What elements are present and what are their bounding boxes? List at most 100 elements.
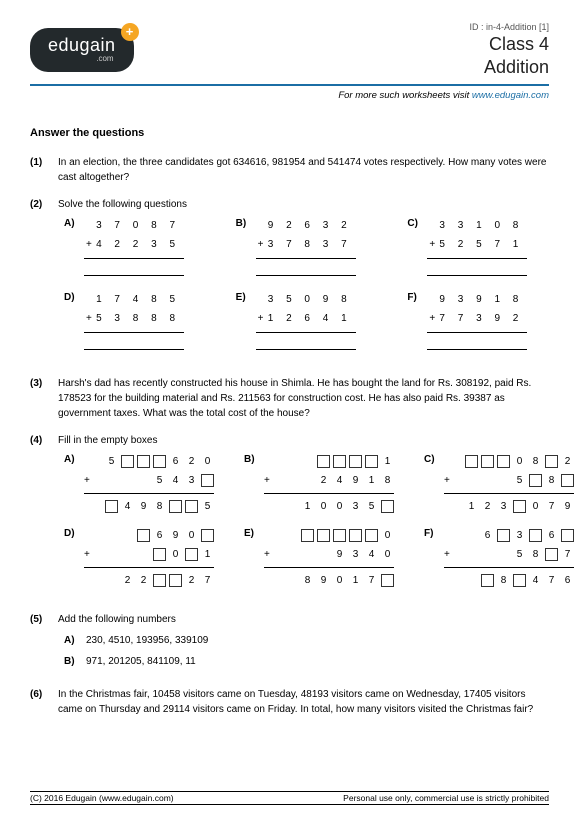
addend-row-plus: 01	[84, 545, 214, 564]
logo: edugain .com +	[30, 28, 134, 72]
digit: 5	[365, 499, 378, 514]
empty-box	[169, 500, 182, 513]
digit: 5	[105, 454, 118, 469]
addend-row: 082	[444, 452, 574, 471]
digit: 2	[121, 573, 134, 588]
digit: 5	[513, 547, 526, 562]
sub-text: 971, 201205, 841109, 11	[86, 654, 196, 669]
digit: 4	[169, 473, 182, 488]
digit: 3	[513, 528, 526, 543]
rule	[444, 567, 574, 568]
digit: 3	[185, 473, 198, 488]
digit: 2	[561, 454, 574, 469]
digit: 0	[185, 528, 198, 543]
sub-text: 230, 4510, 193956, 339109	[86, 633, 208, 648]
rule	[427, 275, 527, 280]
digit: 2	[137, 573, 150, 588]
document-id: ID : in-4-Addition [1]	[469, 22, 549, 32]
digit: 3	[497, 499, 510, 514]
problem-label: E)	[244, 526, 258, 590]
problem-label: E)	[236, 290, 250, 354]
digit: 1	[349, 573, 362, 588]
addend-row: 636	[444, 526, 574, 545]
problem-stack: 3 7 0 8 74 2 2 3 5	[84, 216, 184, 280]
digit: 2	[185, 573, 198, 588]
empty-box	[105, 500, 118, 513]
digit: 6	[169, 454, 182, 469]
rule	[264, 493, 394, 494]
addition-problem: B)9 2 6 3 23 7 8 3 7	[236, 216, 378, 280]
problem-label: F)	[424, 526, 438, 590]
empty-box	[317, 529, 330, 542]
problem-stack: 1 7 4 8 55 3 8 8 8	[84, 290, 184, 354]
addend-2: 7 7 3 9 2	[427, 309, 527, 328]
addend-2: 5 2 5 7 1	[427, 235, 527, 254]
problem-stack: 3 5 0 9 81 2 6 4 1	[256, 290, 356, 354]
addend-row-plus: 58	[444, 471, 574, 490]
rule	[427, 258, 527, 263]
digit: 0	[169, 547, 182, 562]
problem-stack: 9 3 9 1 87 7 3 9 2	[427, 290, 527, 354]
digit: 0	[513, 454, 526, 469]
problem-label: B)	[236, 216, 250, 280]
empty-box	[545, 455, 558, 468]
digit: 8	[301, 573, 314, 588]
rule	[427, 332, 527, 337]
digit: 0	[333, 499, 346, 514]
question-number: (4)	[30, 433, 58, 600]
empty-box	[381, 500, 394, 513]
addend-row-plus: 587	[444, 545, 574, 564]
rule	[264, 567, 394, 568]
empty-box	[169, 574, 182, 587]
empty-box	[201, 474, 214, 487]
addition-problem: F)9 3 9 1 87 7 3 9 2	[407, 290, 549, 354]
digit: 5	[153, 473, 166, 488]
rule	[444, 493, 574, 494]
addend-row: 0	[264, 526, 394, 545]
problem-stack: 9 2 6 3 23 7 8 3 7	[256, 216, 356, 280]
header: edugain .com + ID : in-4-Addition [1] Cl…	[30, 22, 549, 78]
empty-box	[529, 529, 542, 542]
digit: 5	[513, 473, 526, 488]
empty-box	[481, 455, 494, 468]
addend-1: 3 3 1 0 8	[427, 216, 527, 235]
digit: 6	[561, 573, 574, 588]
empty-box	[465, 455, 478, 468]
fill-problem: F)6365878476	[424, 526, 574, 590]
digit: 0	[529, 499, 542, 514]
rule	[427, 349, 527, 354]
digit: 7	[545, 499, 558, 514]
digit: 2	[481, 499, 494, 514]
digit: 4	[121, 499, 134, 514]
empty-box	[349, 529, 362, 542]
empty-box	[349, 455, 362, 468]
digit: 2	[185, 454, 198, 469]
empty-box	[481, 574, 494, 587]
empty-box	[381, 574, 394, 587]
edugain-link[interactable]: www.edugain.com	[472, 90, 549, 101]
empty-box	[153, 548, 166, 561]
digit: 4	[333, 473, 346, 488]
digit: 9	[317, 573, 330, 588]
empty-box	[153, 574, 166, 587]
addend-row: 10035	[264, 497, 394, 516]
question-number: (3)	[30, 376, 58, 421]
section-title: Answer the questions	[30, 127, 549, 139]
fill-problem: A)56205434985	[64, 452, 214, 516]
rule	[84, 567, 214, 568]
question-1: (1) In an election, the three candidates…	[30, 155, 549, 185]
digit: 8	[381, 473, 394, 488]
rule	[84, 258, 184, 263]
question-text: Add the following numbers	[58, 612, 549, 627]
digit: 7	[545, 573, 558, 588]
empty-box	[153, 455, 166, 468]
empty-box	[513, 574, 526, 587]
digit: 0	[333, 573, 346, 588]
addend-row: 5620	[84, 452, 214, 471]
fill-stack: 12491810035	[264, 452, 394, 516]
addend-1: 1 7 4 8 5	[84, 290, 184, 309]
rule	[84, 349, 184, 354]
digit: 1	[465, 499, 478, 514]
empty-box	[365, 455, 378, 468]
addend-2: 1 2 6 4 1	[256, 309, 356, 328]
